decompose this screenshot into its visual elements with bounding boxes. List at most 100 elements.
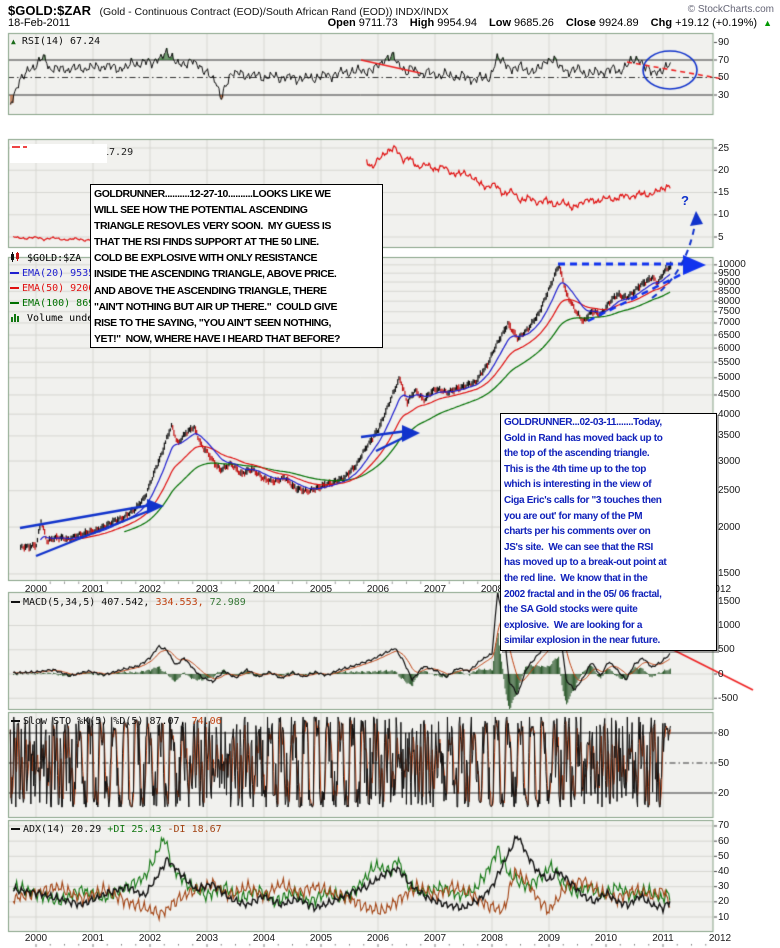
axis-tick-label: 80 xyxy=(718,727,730,739)
year-axis-label: 2008 xyxy=(480,933,504,944)
axis-tick-label: 60 xyxy=(718,835,730,847)
adx-di-minus: -DI 18.67 xyxy=(167,824,222,835)
question-mark-annotation: ? xyxy=(681,193,689,208)
axis-tick-label: 20 xyxy=(718,896,730,908)
axis-tick-label: 50 xyxy=(718,72,730,83)
sto-line-swatch xyxy=(11,720,20,722)
ema50-legend-text: EMA(50) 9206 xyxy=(22,283,95,294)
price-legend: $GOLD:$ZA EMA(20) 9535 EMA(50) 9206 EMA(… xyxy=(10,251,99,326)
ema100-swatch xyxy=(10,302,19,304)
year-axis-label: 2011 xyxy=(652,933,674,944)
axis-tick-label: 10000 xyxy=(718,259,746,271)
axis-tick-label: 6000 xyxy=(718,342,741,354)
axis-tick-label: 1000 xyxy=(718,620,741,631)
goldrunner-note-02-03-11: GOLDRUNNER...02-03-11.......Today, Gold … xyxy=(500,413,717,651)
axis-tick-label: 4500 xyxy=(718,389,741,401)
adx-di-plus: +DI 25.43 xyxy=(107,824,168,835)
ema20-swatch xyxy=(10,272,19,274)
axis-tick-label: 40 xyxy=(718,865,730,877)
year-axis-label: 2012 xyxy=(708,933,732,944)
high-label: High xyxy=(409,17,435,29)
axis-tick-label: 50 xyxy=(718,850,730,862)
macd-name: MACD(5,34,5) xyxy=(23,597,102,608)
year-axis-label: 2007 xyxy=(423,933,447,944)
red-remnant-mark xyxy=(12,146,20,148)
year-axis-label: 2006 xyxy=(366,584,390,595)
label-whiteout-patch xyxy=(10,144,107,163)
axis-tick-label: 500 xyxy=(718,644,735,656)
rsi-indicator-icon: ▲ xyxy=(11,37,16,46)
axis-tick-label: 50 xyxy=(718,757,730,769)
year-axis-label: 2012 xyxy=(708,584,732,595)
macd-hist-value: 72.989 xyxy=(203,597,246,608)
sto-d-value: 74.06 xyxy=(185,716,222,727)
axis-tick-label: -500 xyxy=(718,692,739,704)
open-label: Open xyxy=(327,17,356,29)
red-remnant-mark xyxy=(23,146,27,148)
adx-line-swatch xyxy=(11,828,20,830)
ema20-legend-text: EMA(20) 9535 xyxy=(22,268,95,279)
axis-tick-label: 9000 xyxy=(718,276,741,288)
adx-legend: ADX(14) 20.29 +DI 25.43 -DI 18.67 xyxy=(11,824,222,835)
year-axis-label: 2002 xyxy=(138,933,162,944)
year-axis-label: 2005 xyxy=(309,933,333,944)
axis-tick-label: 70 xyxy=(718,820,730,832)
axis-tick-label: 1500 xyxy=(718,595,741,607)
axis-tick-label: 70 xyxy=(718,54,730,66)
year-axis-label: 2001 xyxy=(81,584,105,595)
axis-tick-label: 20 xyxy=(718,787,730,799)
quote-row: 18-Feb-2011 Open 9711.73 High 9954.94 Low 9… xyxy=(0,16,780,29)
year-axis-label: 2002 xyxy=(138,584,162,595)
year-axis-label: 2005 xyxy=(309,584,333,595)
macd-signal-value: 334.553, xyxy=(149,597,204,608)
sto-k-value: 87.07, xyxy=(149,716,186,727)
rsi-legend-text: RSI(14) 67.24 xyxy=(21,36,101,47)
axis-tick-label: 3500 xyxy=(718,430,741,442)
candlestick-icon xyxy=(11,252,19,262)
ratio-value-label: 17.29 xyxy=(103,147,134,158)
year-axis-label: 2009 xyxy=(537,933,561,944)
chart-date: 18-Feb-2011 xyxy=(8,17,71,29)
axis-tick-label: 2500 xyxy=(718,485,741,497)
open-value: 9711.73 xyxy=(358,17,398,29)
axis-tick-label: 4000 xyxy=(718,408,741,420)
volume-legend-text: Volume undef xyxy=(27,313,100,324)
axis-tick-label: 25 xyxy=(718,142,730,154)
year-axis-label: 2006 xyxy=(366,933,390,944)
macd-value: 407.542, xyxy=(101,597,150,608)
ohlc-quote: Open 9711.73 High 9954.94 Low 9685.26 Close… xyxy=(319,17,772,29)
year-axis-label: 2007 xyxy=(423,584,447,595)
axis-tick-label: 7000 xyxy=(718,317,741,329)
rsi-legend: ▲ RSI(14) 67.24 xyxy=(11,36,100,47)
axis-tick-label: 20 xyxy=(718,164,730,176)
axis-tick-label: 15 xyxy=(718,187,730,198)
ema100-legend-text: EMA(100) 869 xyxy=(22,298,95,309)
year-axis-label: 2003 xyxy=(195,933,219,944)
symbol-description: (Gold - Continuous Contract (EOD)/South … xyxy=(99,6,449,18)
adx-name: ADX(14) 20.29 xyxy=(23,824,108,835)
ema50-swatch xyxy=(10,287,19,289)
axis-tick-label: 2000 xyxy=(718,521,741,533)
axis-tick-label: 90 xyxy=(718,37,730,48)
axis-tick-label: 8500 xyxy=(718,285,741,297)
close-label: Close xyxy=(565,17,596,29)
axis-tick-label: 9500 xyxy=(718,267,741,279)
axis-tick-label: 0 xyxy=(718,668,724,680)
chg-value: +19.12 (+0.19%) xyxy=(675,17,758,29)
axis-tick-label: 8000 xyxy=(718,295,741,307)
axis-tick-label: 5500 xyxy=(718,356,741,368)
low-value: 9685.26 xyxy=(514,17,554,29)
axis-tick-label: 5 xyxy=(718,231,724,243)
stockcharts-credit: © StockCharts.com xyxy=(687,4,774,15)
year-axis-label: 2008 xyxy=(480,584,504,595)
year-axis-label: 2004 xyxy=(252,933,276,944)
axis-tick-label: 1500 xyxy=(718,568,741,580)
axis-tick-label: 6500 xyxy=(718,329,741,341)
axis-tick-label: 10 xyxy=(718,911,730,923)
close-value: 9924.89 xyxy=(598,17,639,29)
axis-tick-label: 5000 xyxy=(718,372,741,384)
volume-bars-icon xyxy=(11,314,19,322)
year-axis-label: 2004 xyxy=(252,584,276,595)
sto-legend: Slow STO %K(5) %D(5) 87.07, 74.06 xyxy=(11,716,222,727)
